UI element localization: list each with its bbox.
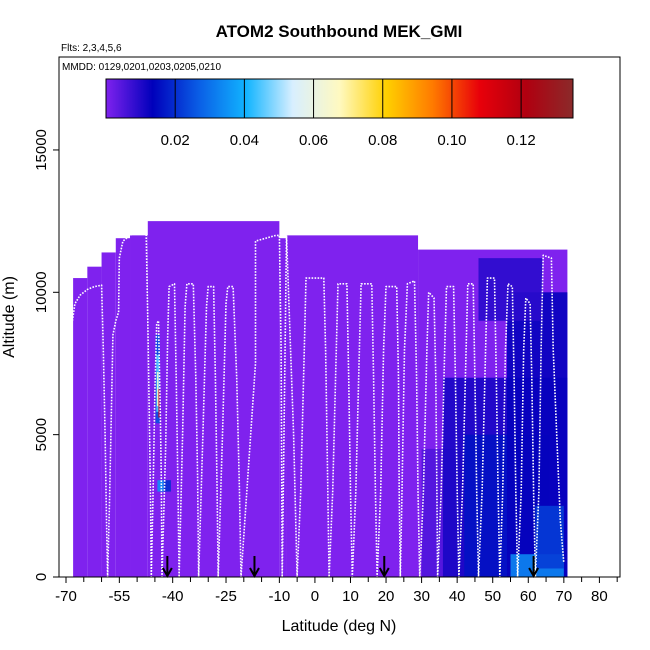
- x-tick-label: 60: [520, 588, 537, 605]
- colorbar-tick-label: 0.02: [161, 132, 190, 149]
- value-patch: [157, 372, 159, 407]
- x-tick-label: 30: [413, 588, 430, 605]
- y-tick-label: 10000: [33, 271, 50, 313]
- curtain-column: [286, 235, 419, 577]
- colorbar-tick-label: 0.06: [299, 132, 328, 149]
- value-patch: [535, 505, 564, 569]
- x-tick-label: 50: [484, 588, 501, 605]
- arrow-head: [378, 567, 390, 579]
- value-patches: [155, 258, 568, 577]
- colorbar: [105, 78, 574, 119]
- curtain-column: [101, 252, 116, 577]
- curtain-column: [87, 266, 102, 577]
- colorbar-tick-label: 0.12: [507, 132, 536, 149]
- x-tick-label: 70: [555, 588, 572, 605]
- x-tick-label: 80: [591, 588, 608, 605]
- arrow-markers: [161, 556, 539, 579]
- curtain-column: [73, 278, 88, 577]
- arrow-marker: [378, 556, 390, 579]
- x-tick-label: -70: [55, 588, 77, 605]
- x-tick-label: 0: [311, 588, 319, 605]
- x-axis-label: Latitude (deg N): [282, 618, 397, 635]
- x-tick-label: 20: [378, 588, 395, 605]
- y-tick-label: 0: [33, 573, 50, 581]
- arrow-head: [161, 567, 173, 579]
- x-tick-label: -10: [269, 588, 291, 605]
- chart-title: ATOM2 Southbound MEK_GMI: [216, 22, 463, 41]
- flight-track: [71, 223, 565, 577]
- curtain-column: [279, 238, 287, 577]
- x-tick-label: -55: [108, 588, 130, 605]
- value-patch: [157, 480, 164, 492]
- x-tick-label: 10: [342, 588, 359, 605]
- y-axis-label: Altitude (m): [1, 276, 18, 358]
- flights-label: Flts: 2,3,4,5,6: [61, 43, 122, 54]
- y-axis: 0 5000 10000 15000: [33, 129, 59, 581]
- colorbar-tick-label: 0.08: [368, 132, 397, 149]
- value-patch: [478, 258, 543, 321]
- y-tick-label: 5000: [33, 418, 50, 451]
- arrow-marker: [249, 556, 260, 579]
- arrow-marker: [161, 556, 173, 579]
- plot-frame: [58, 56, 621, 578]
- arrow-head: [249, 567, 260, 579]
- dates-label: MMDD: 0129,0201,0203,0205,0210: [62, 62, 221, 73]
- value-patch: [163, 480, 171, 492]
- flight-track-line: [71, 223, 565, 577]
- arrow-head: [528, 567, 539, 579]
- value-patch: [158, 389, 160, 418]
- curtain-column: [147, 221, 280, 577]
- colorbar-tick-label: 0.10: [437, 132, 466, 149]
- x-tick-label: 40: [449, 588, 466, 605]
- curtain-column: [130, 235, 148, 577]
- y-tick-label: 15000: [33, 129, 50, 171]
- colorbar-tick-label: 0.04: [230, 132, 259, 149]
- curtain-column: [115, 238, 131, 577]
- x-tick-label: -25: [215, 588, 237, 605]
- colorbar-ticks: 0.02 0.04 0.06 0.08 0.10 0.12: [161, 79, 536, 149]
- x-tick-label: -40: [162, 588, 184, 605]
- arrow-marker: [528, 556, 539, 579]
- x-axis: -70 -55 -40 -25 -10 0 10 20 30 40 50 60 70 80: [55, 577, 618, 605]
